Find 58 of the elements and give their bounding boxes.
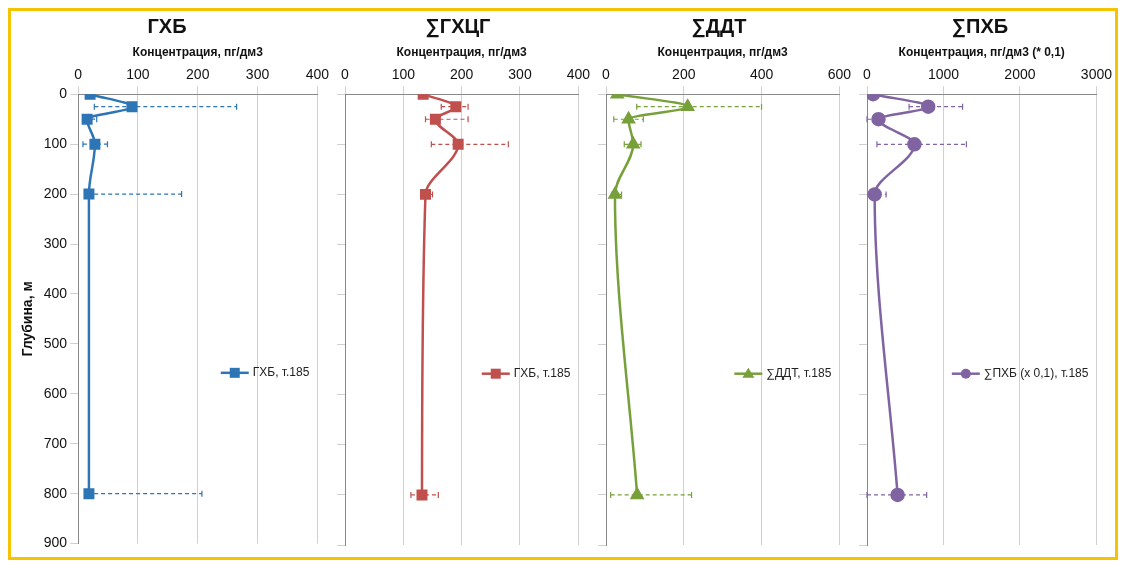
x-axis-title: Концентрация, пг/дм3 xyxy=(396,44,527,59)
legend-label: ∑ПХБ (x 0,1), т.185 xyxy=(983,366,1089,381)
x-tick-label: 400 xyxy=(749,65,773,82)
y-tick-label: 0 xyxy=(58,85,67,102)
x-tick-label: 3000 xyxy=(1080,65,1112,82)
chart-title: ГХБ xyxy=(146,14,187,37)
x-tick-label: 1000 xyxy=(927,65,959,82)
chart-title: ∑ДДТ xyxy=(691,14,746,38)
x-tick-label: 0 xyxy=(340,65,349,82)
x-axis-title: Концентрация, пг/дм3 (* 0,1) xyxy=(898,44,1065,59)
point xyxy=(449,101,461,113)
x-tick-label: 200 xyxy=(449,65,474,82)
point xyxy=(416,489,427,501)
x-tick-label: 100 xyxy=(391,65,415,82)
x-tick-label: 300 xyxy=(507,65,532,82)
point xyxy=(452,138,464,150)
point xyxy=(125,101,137,113)
x-axis-title: Концентрация, пг/дм3 xyxy=(132,44,263,59)
point xyxy=(866,187,882,202)
y-tick-label: 800 xyxy=(43,484,67,501)
x-tick-label: 0 xyxy=(73,65,82,82)
x-tick-label: 200 xyxy=(671,65,696,82)
point xyxy=(680,99,694,111)
y-tick-label: 200 xyxy=(43,184,67,201)
y-tick-label: 100 xyxy=(43,134,67,151)
y-axis-title: Глубина, м xyxy=(18,281,35,357)
y-tick-label: 500 xyxy=(43,334,67,351)
y-tick-label: 700 xyxy=(43,434,67,451)
point xyxy=(429,113,441,125)
point xyxy=(920,99,935,114)
x-tick-label: 2000 xyxy=(1003,65,1036,82)
chart-title: ∑ПХБ xyxy=(951,14,1008,38)
point xyxy=(906,137,922,152)
legend-label: ГХБ, т.185 xyxy=(513,366,571,381)
point xyxy=(88,138,100,150)
point xyxy=(81,113,93,125)
x-tick-label: 400 xyxy=(305,65,329,82)
x-tick-label: 100 xyxy=(125,65,150,82)
legend-label: ГХБ, т.185 xyxy=(252,365,310,380)
y-tick-label: 300 xyxy=(43,234,67,251)
x-axis-title: Концентрация, пг/дм3 xyxy=(657,44,788,59)
y-tick-label: 400 xyxy=(43,284,67,301)
x-tick-label: 300 xyxy=(245,65,269,82)
point xyxy=(630,487,644,500)
point xyxy=(870,111,886,127)
point xyxy=(82,488,94,500)
legend-label: ∑ДДТ, т.185 xyxy=(765,366,832,381)
point xyxy=(621,111,635,124)
y-tick-label: 900 xyxy=(43,534,67,551)
x-tick-label: 400 xyxy=(566,65,590,82)
point xyxy=(889,487,905,503)
point xyxy=(82,188,94,200)
chart-title: ∑ГХЦГ xyxy=(425,14,490,38)
x-tick-label: 0 xyxy=(862,65,871,82)
y-tick-label: 600 xyxy=(43,384,67,401)
x-tick-label: 0 xyxy=(601,65,610,82)
x-tick-label: 200 xyxy=(185,65,210,82)
x-tick-label: 600 xyxy=(827,65,851,82)
